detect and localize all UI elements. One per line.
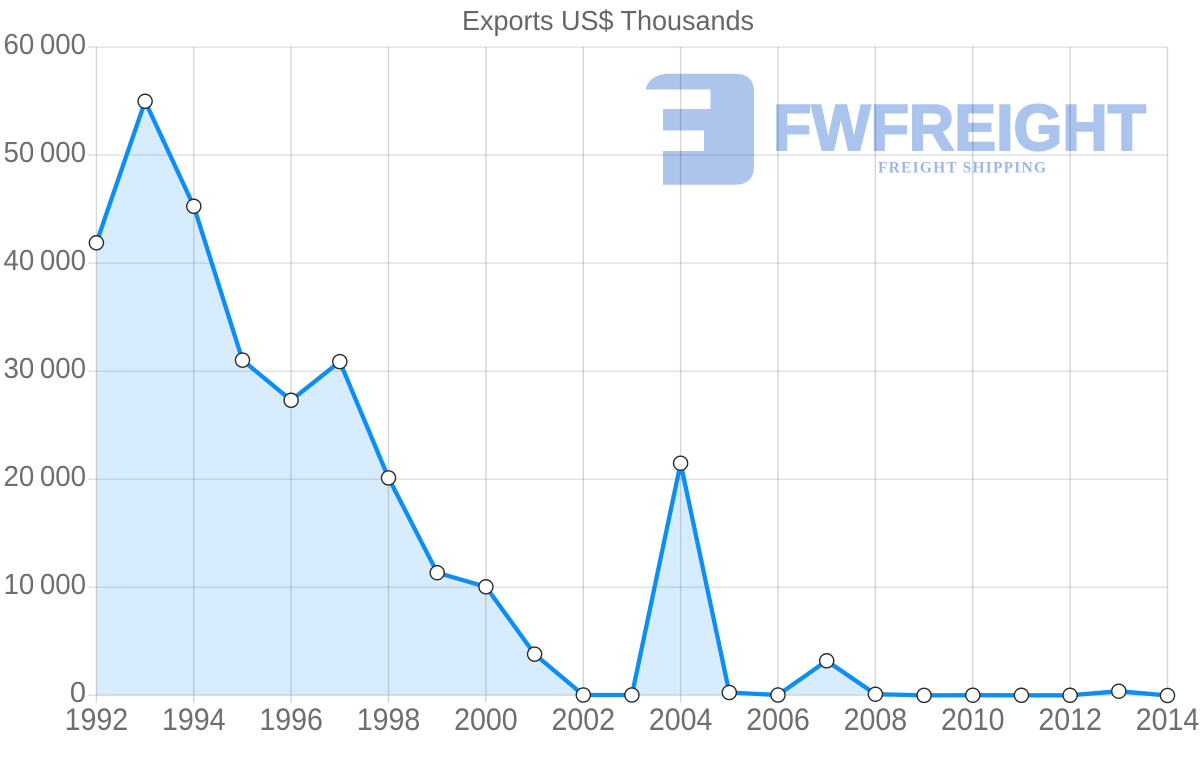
svg-text:FREIGHT SHIPPING: FREIGHT SHIPPING (878, 159, 1046, 176)
svg-text:FWFREIGHT: FWFREIGHT (773, 92, 1146, 164)
svg-text:0: 0 (70, 677, 86, 709)
svg-text:2008: 2008 (844, 701, 908, 737)
svg-text:1996: 1996 (259, 701, 323, 737)
svg-text:50 000: 50 000 (4, 137, 87, 169)
svg-text:1994: 1994 (162, 701, 226, 737)
svg-text:2004: 2004 (649, 701, 713, 737)
svg-text:20 000: 20 000 (4, 461, 87, 493)
svg-text:2010: 2010 (941, 701, 1005, 737)
svg-text:2012: 2012 (1038, 701, 1102, 737)
svg-text:60 000: 60 000 (4, 29, 87, 61)
svg-text:2014: 2014 (1136, 701, 1200, 737)
svg-text:10 000: 10 000 (4, 569, 87, 601)
svg-text:30 000: 30 000 (4, 353, 87, 385)
svg-text:2000: 2000 (454, 701, 518, 737)
svg-text:Exports US$ Thousands: Exports US$ Thousands (462, 5, 754, 36)
svg-text:2006: 2006 (746, 701, 810, 737)
svg-text:2002: 2002 (552, 701, 616, 737)
svg-text:40 000: 40 000 (4, 245, 87, 277)
svg-text:1992: 1992 (65, 701, 129, 737)
svg-text:1998: 1998 (357, 701, 421, 737)
